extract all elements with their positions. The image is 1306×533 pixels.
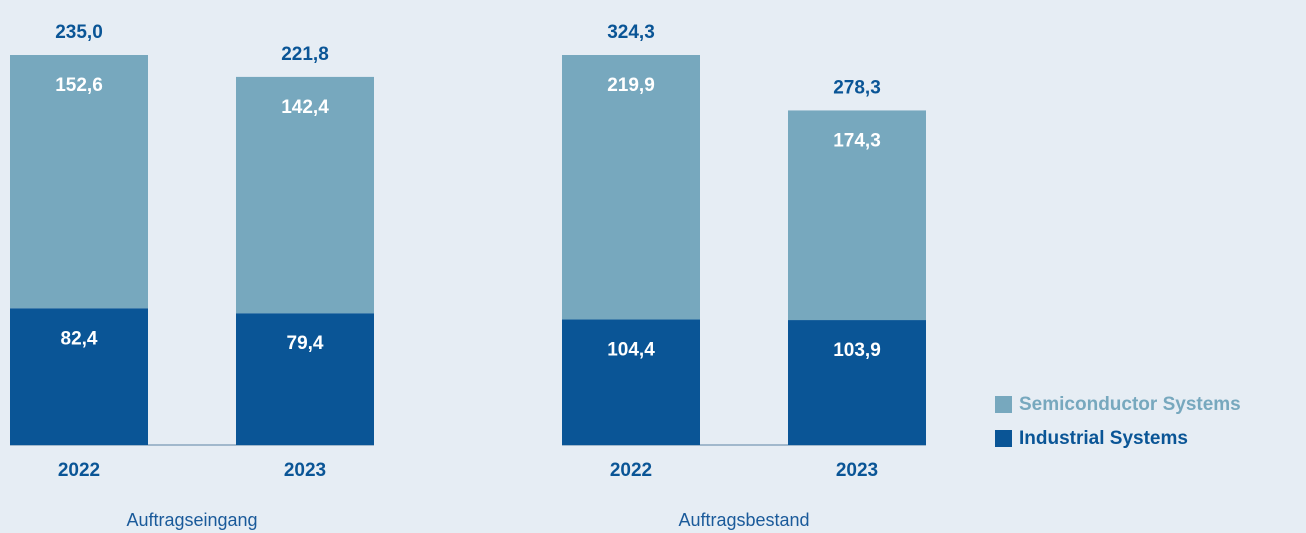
bar-segment xyxy=(10,55,148,309)
data-label: 104,4 xyxy=(607,339,655,360)
legend-label: Semiconductor Systems xyxy=(1019,394,1241,415)
x-tick-label: 2023 xyxy=(284,460,326,481)
total-label: 278,3 xyxy=(833,77,881,98)
x-tick-label: 2022 xyxy=(58,460,100,481)
bar-segment xyxy=(788,110,926,321)
data-label: 174,3 xyxy=(833,130,881,151)
bar-segment xyxy=(236,76,374,314)
legend-label: Industrial Systems xyxy=(1019,428,1188,449)
data-label: 79,4 xyxy=(287,333,324,354)
data-label: 82,4 xyxy=(61,328,98,349)
bar-segment xyxy=(236,313,374,445)
legend-swatch xyxy=(995,430,1012,447)
total-label: 324,3 xyxy=(607,22,655,43)
x-tick-label: 2023 xyxy=(836,460,878,481)
data-label: 103,9 xyxy=(833,340,881,361)
data-label: 142,4 xyxy=(281,97,329,118)
x-tick-label: 2022 xyxy=(610,460,652,481)
data-label: 219,9 xyxy=(607,75,655,96)
legend-swatch xyxy=(995,396,1012,413)
bar-segment xyxy=(562,319,700,445)
x-axis-label: Auftragsbestand xyxy=(678,510,809,530)
total-label: 221,8 xyxy=(281,44,329,65)
data-label: 152,6 xyxy=(55,75,103,96)
total-label: 235,0 xyxy=(55,22,103,43)
bar-segment xyxy=(788,320,926,445)
bar-segment xyxy=(10,308,148,445)
bar-segment xyxy=(562,55,700,320)
x-axis-label: Auftragseingang xyxy=(126,510,257,530)
